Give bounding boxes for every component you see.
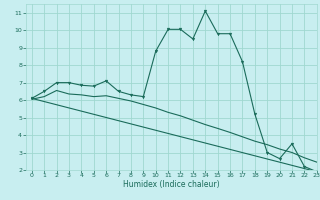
X-axis label: Humidex (Indice chaleur): Humidex (Indice chaleur)	[123, 180, 220, 189]
